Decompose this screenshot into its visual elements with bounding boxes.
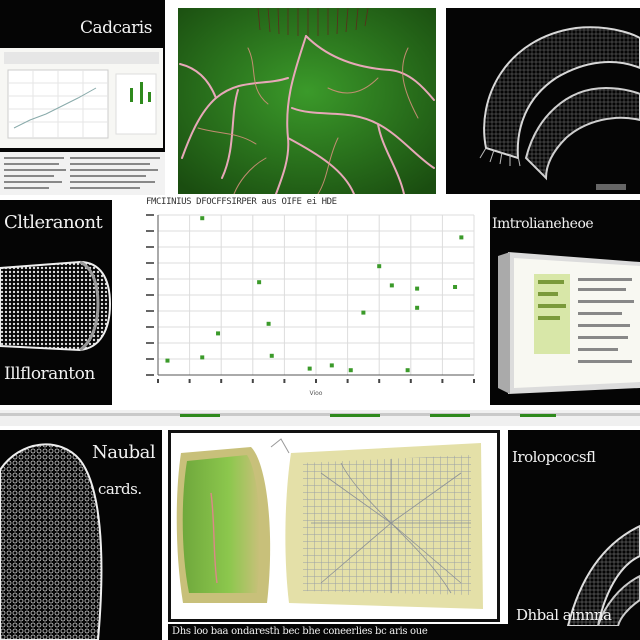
panel-top-left: Cadcaris xyxy=(0,0,165,195)
x-tick xyxy=(157,379,159,383)
panel-mid-right-title: Imtrolianeheoe xyxy=(492,216,594,232)
y-tick xyxy=(146,342,154,344)
data-point-3 xyxy=(216,331,221,336)
document-stack-image xyxy=(498,252,640,394)
x-tick xyxy=(346,379,349,383)
data-point-13 xyxy=(200,216,205,221)
data-point-14 xyxy=(329,363,334,368)
panel-mid-right: Imtrolianeheoe xyxy=(490,200,640,405)
y-tick xyxy=(146,262,154,264)
y-tick xyxy=(146,246,154,248)
data-point-0 xyxy=(165,358,170,363)
panel-bottom-right-caption: Dhbal ainnna xyxy=(516,606,612,624)
separator-strip xyxy=(0,410,640,426)
panel-top-left-title: Cadcaris xyxy=(80,18,152,38)
chart-title: FMCIINIUS DFOCFFSIRPER aus OIFE ei HDE xyxy=(146,197,337,207)
data-point-2 xyxy=(269,353,274,358)
y-tick xyxy=(146,358,154,360)
x-tick xyxy=(251,379,254,383)
x-tick xyxy=(409,379,412,383)
panel-bottom-right: Irolopcocsfl Dhbal ainnna xyxy=(508,430,640,640)
bottom-strip-text: Dhs loo baa ondaresth bec bhe coneerlies… xyxy=(172,626,428,637)
panel-mid-left-caption: Illfloranton xyxy=(4,364,95,384)
data-point-10 xyxy=(377,264,382,269)
y-tick xyxy=(146,230,154,232)
y-tick xyxy=(146,326,154,328)
data-point-9 xyxy=(453,285,458,289)
data-point-8 xyxy=(415,286,420,291)
y-tick xyxy=(146,294,154,296)
data-point-17 xyxy=(348,368,353,373)
data-point-6 xyxy=(361,310,366,315)
x-tick xyxy=(441,379,444,383)
x-tick xyxy=(220,379,223,383)
x-axis-label: Vioo xyxy=(310,390,323,397)
x-tick xyxy=(473,379,475,383)
tissue-mesh-image xyxy=(0,260,112,352)
scatter-chart-panel: FMCIINIUS DFOCFFSIRPER aus OIFE ei HDE V… xyxy=(118,195,488,405)
panel-bottom-left: Naubal cards. xyxy=(0,430,162,640)
panel-mid-left: Cltleranont Illfloranton xyxy=(0,200,112,405)
data-point-7 xyxy=(415,305,420,310)
x-tick xyxy=(283,379,286,383)
nematode-mesh-image xyxy=(0,443,103,640)
nematode-image-bottom xyxy=(566,524,640,626)
panel-bottom-right-title: Irolopcocsfl xyxy=(512,448,596,466)
leaf-vein-image xyxy=(178,8,436,194)
panel-bottom-center xyxy=(168,430,500,622)
data-point-11 xyxy=(389,283,394,288)
scatter-chart: Vioo xyxy=(146,214,475,397)
data-point-1 xyxy=(200,355,205,360)
nematode-image-top xyxy=(446,8,640,194)
data-point-16 xyxy=(307,366,312,371)
text-block xyxy=(0,152,165,195)
y-tick xyxy=(146,278,154,280)
x-tick xyxy=(315,379,317,383)
data-point-4 xyxy=(266,321,271,326)
panel-bottom-left-title: Naubal xyxy=(92,442,156,463)
mini-chart-card xyxy=(0,48,163,148)
bottom-strip: Dhs loo baa ondaresth bec bhe coneerlies… xyxy=(168,624,508,640)
tissue-section-image xyxy=(176,438,483,609)
data-point-5 xyxy=(257,280,262,285)
x-tick xyxy=(378,379,381,383)
y-tick xyxy=(146,310,154,312)
mini-chart xyxy=(4,52,159,139)
panel-bottom-left-subtitle: cards. xyxy=(98,480,142,498)
x-tick xyxy=(188,379,191,383)
y-tick xyxy=(146,374,154,376)
y-tick xyxy=(146,214,154,216)
data-point-15 xyxy=(405,368,410,373)
panel-mid-left-title: Cltleranont xyxy=(4,212,103,233)
data-point-12 xyxy=(459,235,464,240)
